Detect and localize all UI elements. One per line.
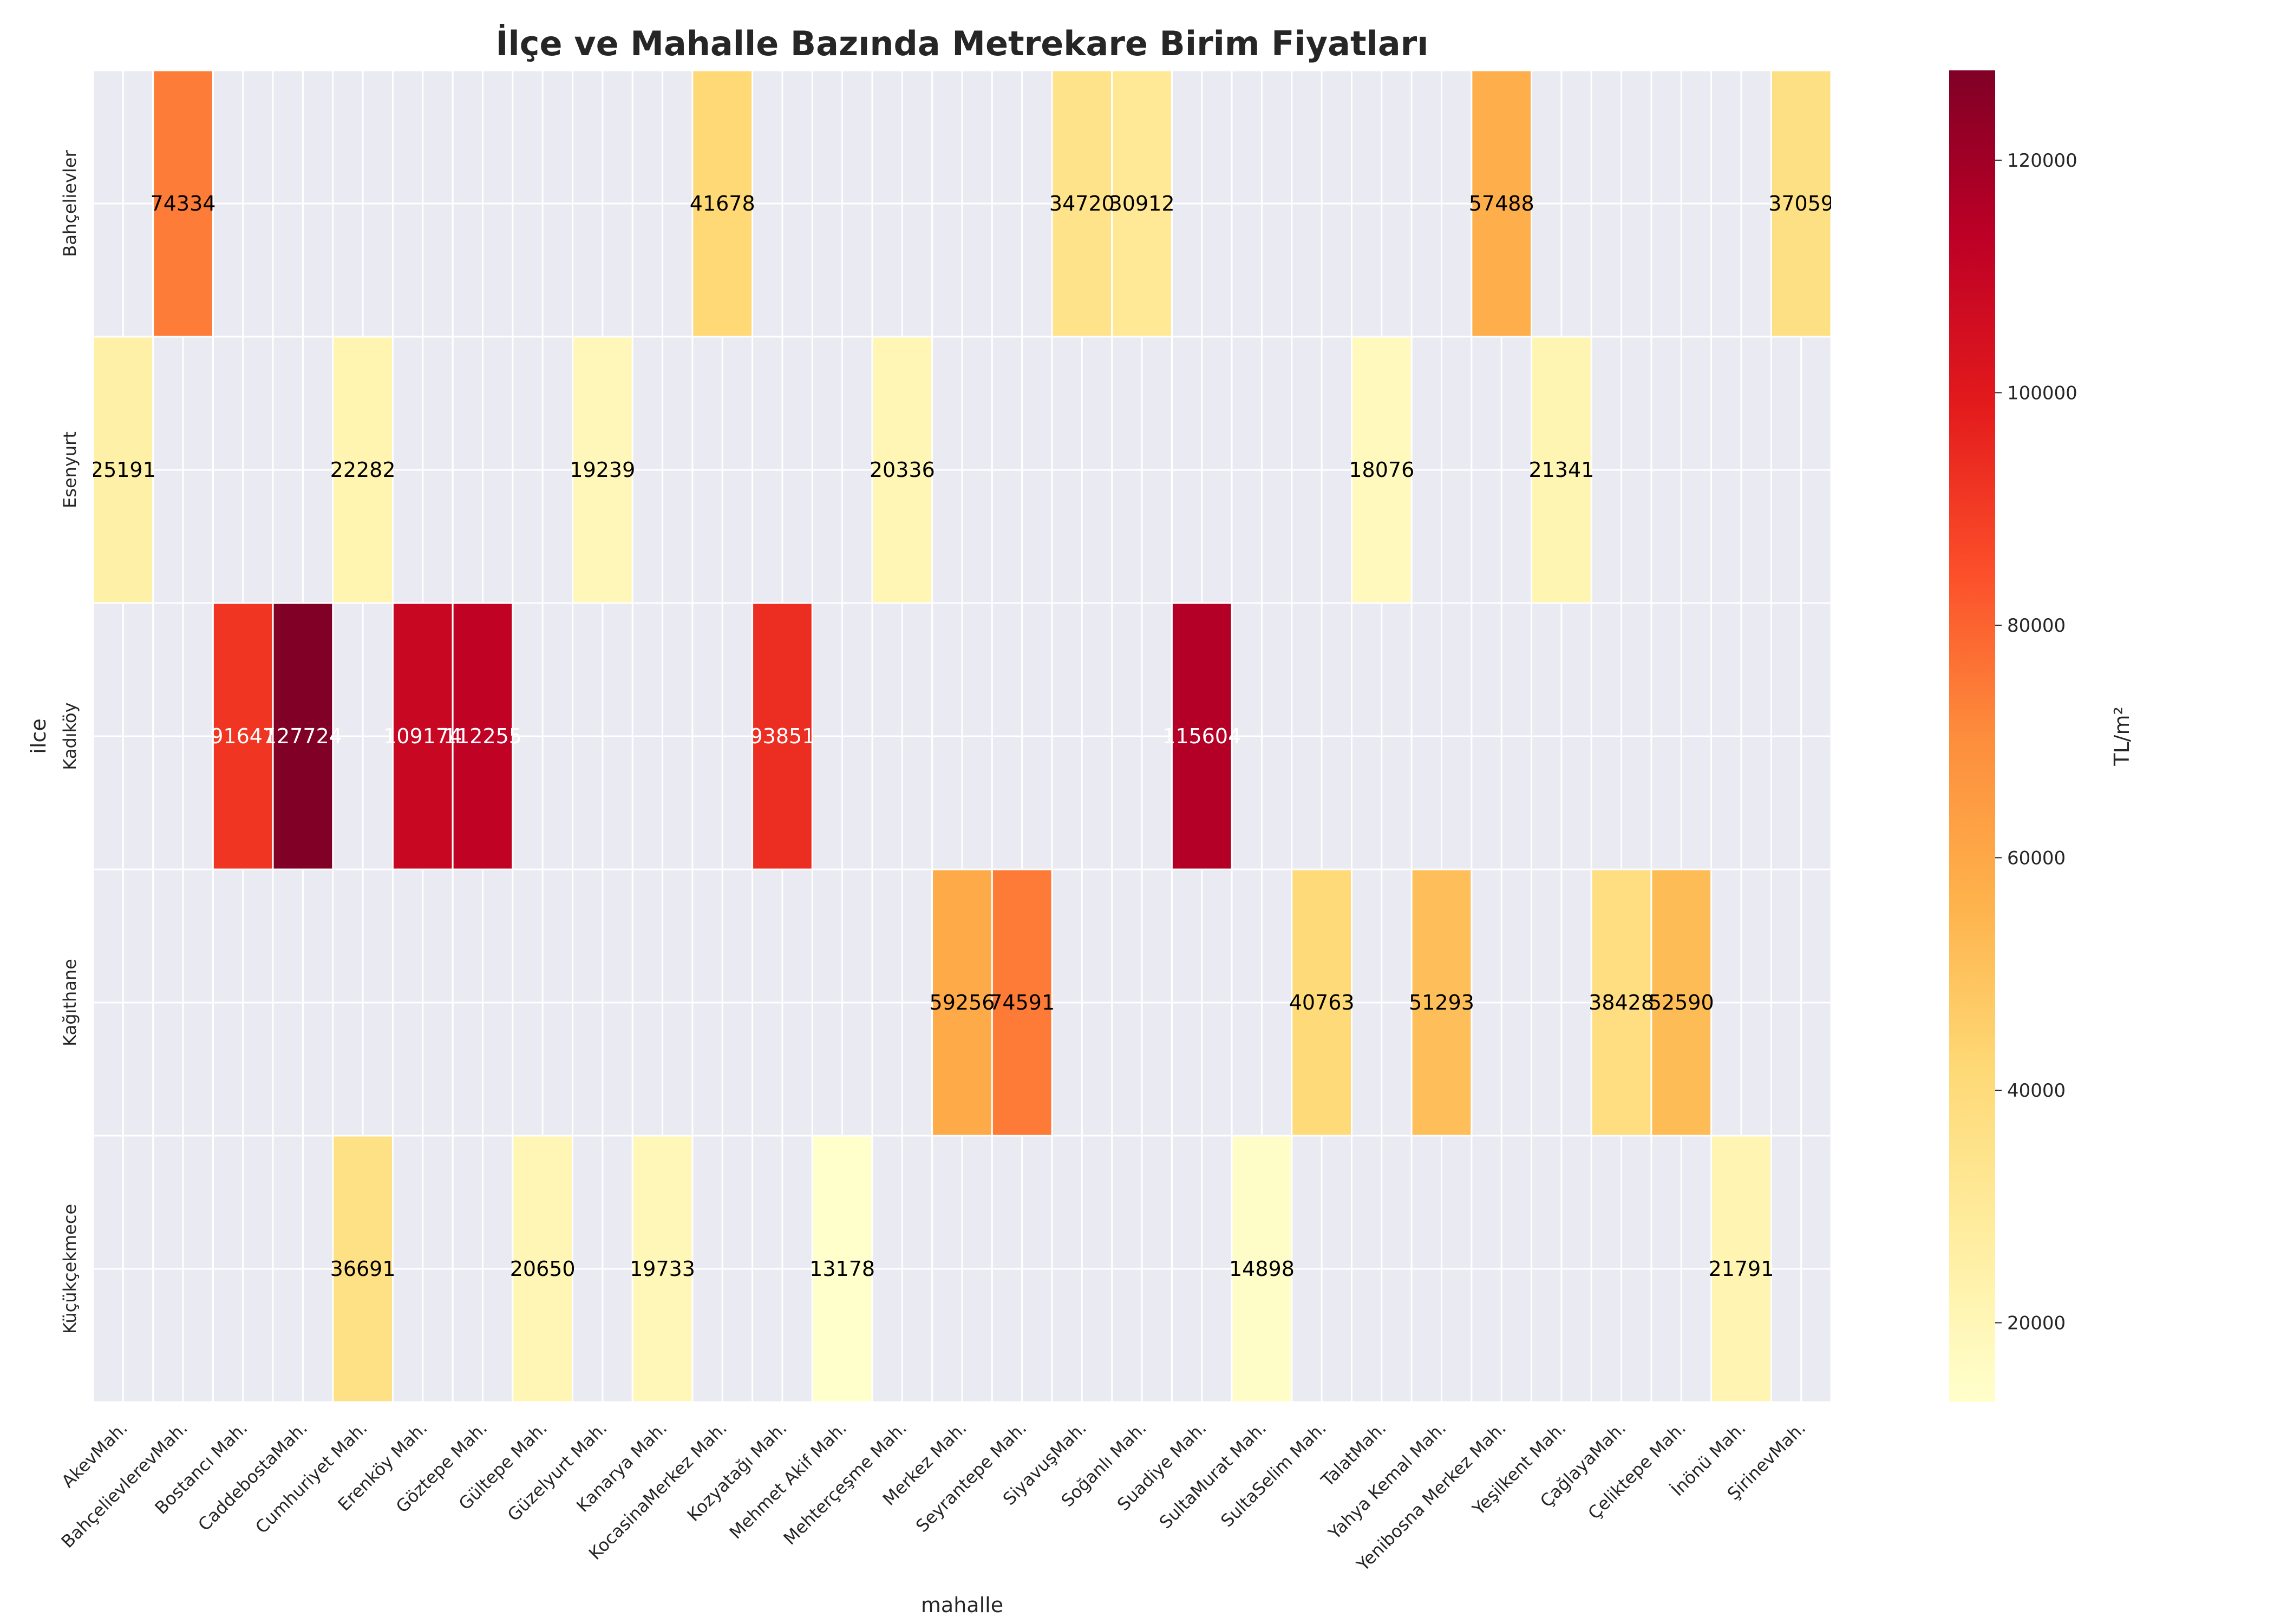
y-tick-labels: Bahçelievler Esenyurt Kadıköy Kağıthane Küçü… — [60, 150, 80, 1334]
heatmap-cell — [991, 868, 1053, 1137]
cell-value-label: 40763 — [1289, 991, 1355, 1014]
heatmap-cell — [572, 336, 633, 604]
cell-value-label: 34720 — [1049, 192, 1115, 215]
y-tick-label: Kadıköy — [60, 702, 80, 770]
heatmap-cells — [92, 69, 1832, 1403]
heatmap-cell — [1770, 69, 1832, 338]
heatmap-cell — [332, 1135, 394, 1403]
cell-value-label: 38428 — [1589, 991, 1654, 1014]
x-tick-label: SultaMurat Mah. — [1155, 1418, 1270, 1533]
cell-value-label: 51293 — [1409, 991, 1474, 1014]
x-tick-labels: AkevMah.BahçelievlerevMah.Bostancı Mah.C… — [57, 1418, 1810, 1575]
cell-value-label: 93851 — [749, 724, 815, 748]
cell-value-label: 127724 — [264, 724, 342, 748]
heatmap-cell — [212, 602, 274, 870]
cell-value-label: 18076 — [1349, 458, 1414, 482]
cell-value-label: 41678 — [690, 192, 755, 215]
cell-value-label: 37059 — [1768, 192, 1834, 215]
x-tick-label: CaddebostaMah. — [194, 1418, 311, 1535]
heatmap-cell — [691, 69, 754, 338]
cell-value-label: 19239 — [570, 458, 635, 482]
y-tick-label: Küçükçekmece — [60, 1204, 80, 1334]
heatmap-cell — [1710, 1135, 1772, 1403]
cell-value-label: 13178 — [809, 1257, 875, 1281]
cell-value-label: 57488 — [1469, 192, 1534, 215]
heatmap-cell — [752, 602, 813, 870]
heatmap-cell — [272, 602, 334, 870]
heatmap-cell — [631, 1135, 694, 1403]
cell-value-label: 21791 — [1709, 1257, 1774, 1281]
x-axis-label: mahalle — [921, 1593, 1003, 1617]
x-tick-label: Kozyatağı Mah. — [683, 1418, 791, 1525]
colorbar — [1949, 70, 1995, 1402]
y-tick-label: Esenyurt — [60, 431, 80, 508]
colorbar-ticks: 20000 40000 60000 80000 100000 120000 — [1995, 150, 2077, 1334]
cell-value-label: 59256 — [930, 991, 995, 1014]
heatmap-cell — [152, 69, 214, 338]
x-tick-label: Güzelyurt Mah. — [504, 1418, 611, 1525]
heatmap-cell — [1471, 69, 1533, 338]
heatmap-cell — [1231, 1135, 1293, 1403]
colorbar-tick-label: 40000 — [2007, 1080, 2066, 1102]
y-tick-label: Kağıthane — [60, 959, 80, 1046]
heatmap-cell — [1350, 336, 1413, 604]
cell-value-label: 52590 — [1649, 991, 1714, 1014]
heatmap-cell — [452, 602, 514, 870]
colorbar-label: TL/m² — [2110, 706, 2134, 766]
cell-value-label: 22282 — [330, 458, 396, 482]
cell-value-label: 109174 — [383, 724, 462, 748]
heatmap-cell — [1051, 69, 1113, 338]
cell-value-label: 74591 — [989, 991, 1055, 1014]
colorbar-tick-label: 120000 — [2007, 150, 2077, 172]
heatmap-cell — [512, 1135, 574, 1403]
colorbar-tick-label: 60000 — [2007, 847, 2066, 869]
colorbar-tick-label: 100000 — [2007, 382, 2077, 404]
x-tick-label: SultaSelim Mah. — [1217, 1418, 1330, 1531]
cell-value-label: 25191 — [90, 458, 156, 482]
chart-title: İlçe ve Mahalle Bazında Metrekare Birim … — [495, 24, 1428, 63]
cell-value-label: 36691 — [330, 1257, 396, 1281]
cell-value-label: 115604 — [1162, 724, 1241, 748]
x-tick-label: Yahya Kemal Mah. — [1324, 1418, 1450, 1544]
heatmap-cell — [931, 868, 993, 1137]
heatmap-cell — [391, 602, 454, 870]
heatmap-cell — [1650, 868, 1713, 1137]
heatmap-cell — [811, 1135, 873, 1403]
cell-value-label: 19733 — [630, 1257, 695, 1281]
cell-value-label: 30912 — [1109, 192, 1175, 215]
cell-value-label: 74334 — [151, 192, 216, 215]
cell-value-label: 20650 — [510, 1257, 576, 1281]
heatmap-cell — [1171, 602, 1233, 870]
colorbar-tick-label: 20000 — [2007, 1312, 2066, 1334]
x-tick-label: Mehmet Akif Mah. — [726, 1418, 851, 1543]
cell-value-label: 20336 — [870, 458, 935, 482]
heatmap-cell — [1291, 868, 1352, 1137]
heatmap-cell — [92, 336, 154, 604]
heatmap-cell — [1531, 336, 1592, 604]
cell-value-label: 112255 — [443, 724, 522, 748]
heatmap-cell — [332, 336, 394, 604]
cell-value-label: 91647 — [210, 724, 276, 748]
heatmap-cell — [1410, 868, 1473, 1137]
x-tick-label: Seyrantepe Mah. — [912, 1418, 1030, 1536]
cell-value-label: 14898 — [1229, 1257, 1295, 1281]
x-tick-label: Cumhuriyet Mah. — [251, 1418, 371, 1538]
heatmap-cell — [871, 336, 933, 604]
cell-value-label: 21341 — [1528, 458, 1594, 482]
heatmap-cell — [1111, 69, 1173, 338]
heatmap-cell — [1590, 868, 1652, 1137]
colorbar-tick-label: 80000 — [2007, 615, 2066, 637]
y-axis-label: ilce — [27, 718, 50, 754]
y-tick-label: Bahçelievler — [60, 150, 80, 257]
